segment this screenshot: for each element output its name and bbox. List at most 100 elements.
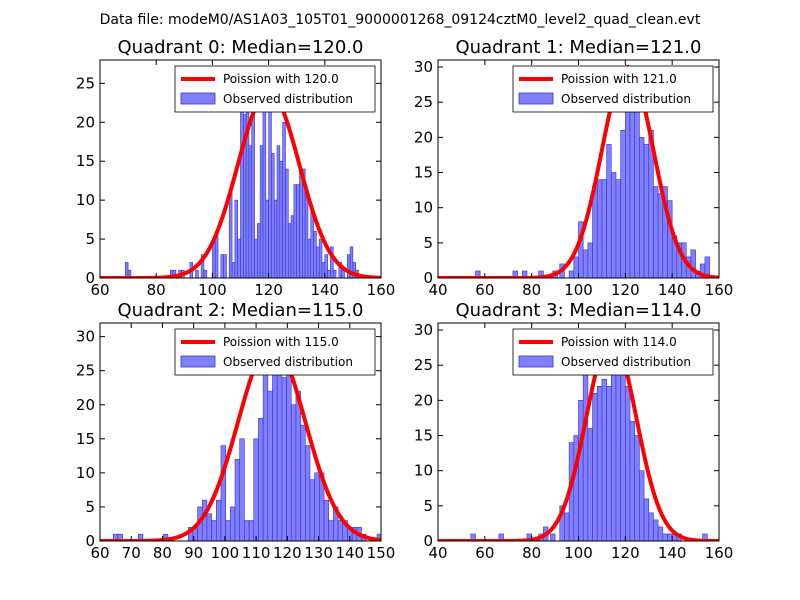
histogram-bar: [332, 269, 337, 278]
x-tick-label: 140: [658, 544, 687, 562]
histogram-bar: [629, 421, 636, 541]
histogram-bar: [230, 506, 236, 541]
y-tick-label: 30: [414, 321, 433, 339]
histogram-bar: [610, 172, 617, 278]
histogram-bar: [220, 254, 224, 278]
histogram-bar: [287, 223, 292, 278]
panel-title: Quadrant 2: Median=115.0: [118, 300, 364, 321]
legend-curve-label: Poission with 114.0: [561, 335, 677, 349]
histogram-bar: [314, 472, 320, 541]
y-tick-label: 25: [414, 356, 433, 374]
y-tick-label: 30: [76, 328, 95, 346]
y-tick-label: 20: [76, 113, 95, 131]
x-tick-label: 60: [475, 544, 494, 562]
histogram-bar: [648, 512, 654, 541]
panel-title: Quadrant 0: Median=120.0: [118, 37, 364, 58]
histogram-bar: [643, 144, 650, 278]
x-tick-label: 120: [254, 281, 283, 299]
y-tick-label: 0: [423, 532, 433, 550]
histogram-bar: [240, 98, 244, 278]
x-tick-label: 150: [367, 544, 396, 562]
histogram-bar: [625, 385, 631, 541]
histogram-bar: [309, 479, 315, 541]
histogram-bar: [253, 438, 259, 541]
histogram-bar: [251, 106, 255, 278]
histogram-bar: [203, 269, 208, 278]
legend-bar-label: Observed distribution: [561, 92, 691, 106]
y-tick-label: 25: [76, 74, 95, 92]
quadrant-2-panel: Quadrant 2: Median=115.060 70 80 90 100 110 12…: [76, 300, 395, 562]
histogram-bar: [634, 94, 640, 278]
histogram-bar: [220, 445, 226, 541]
histogram-bar: [279, 160, 283, 278]
histogram-bar: [211, 520, 217, 541]
legend: Poission with 121.0 Observed distribution: [512, 65, 714, 113]
x-tick-label: 100: [198, 281, 227, 299]
histogram-bar: [262, 106, 267, 278]
x-tick-label: 70: [122, 544, 141, 562]
histogram-bar: [225, 520, 231, 541]
x-tick-label: 80: [147, 281, 166, 299]
x-tick-label: 160: [705, 544, 734, 562]
histogram-bar: [639, 470, 645, 541]
x-tick-label: 140: [658, 281, 687, 299]
y-tick-label: 30: [414, 58, 433, 76]
histogram-bar: [258, 418, 264, 541]
y-tick-label: 20: [414, 128, 433, 146]
y-tick-label: 10: [414, 199, 433, 217]
legend-bar-label: Observed distribution: [223, 92, 353, 106]
x-tick-label: 120: [273, 544, 302, 562]
x-tick-label: 60: [90, 281, 109, 299]
legend-box: [512, 65, 714, 113]
legend: Poission with 114.0 Observed distribution: [512, 328, 714, 376]
panel-title: Quadrant 1: Median=121.0: [456, 37, 702, 58]
x-tick-label: 140: [335, 544, 364, 562]
histogram-bar: [206, 513, 212, 541]
histogram-bar: [328, 520, 334, 541]
histogram-bar: [653, 186, 659, 278]
histogram-bar: [195, 269, 199, 278]
histogram-bar: [564, 512, 570, 541]
poisson-curve-line: [438, 335, 719, 541]
histogram-bar: [578, 400, 584, 541]
y-tick-label: 5: [85, 498, 95, 516]
x-tick-label: 130: [304, 544, 333, 562]
histogram-bar: [568, 270, 575, 278]
x-tick-label: 120: [611, 281, 640, 299]
histogram-bar: [237, 238, 241, 278]
histogram-bar: [550, 533, 556, 541]
histogram-bar: [610, 350, 617, 541]
y-tick-label: 15: [76, 430, 95, 448]
histogram-bar: [201, 499, 208, 541]
histogram-bar: [273, 199, 278, 278]
y-tick-label: 10: [76, 464, 95, 482]
histogram-bar: [521, 270, 528, 278]
y-tick-label: 25: [414, 93, 433, 111]
poisson-curve-line: [438, 65, 719, 278]
histogram-bar: [200, 254, 205, 278]
x-tick-label: 100: [211, 544, 240, 562]
histogram-bar: [643, 498, 650, 541]
histogram-bar: [304, 445, 311, 541]
histogram-bar: [601, 179, 607, 278]
histogram-bar: [254, 238, 258, 278]
histogram-bar: [290, 404, 297, 541]
axes-frame: [99, 59, 382, 279]
histogram-bar: [615, 179, 621, 278]
y-tick-label: 0: [85, 532, 95, 550]
histogram-bar: [228, 192, 233, 278]
histogram-bar: [290, 215, 295, 278]
poisson-curve-group: [438, 335, 719, 541]
histogram-bar: [248, 145, 253, 278]
y-tick-label: 10: [76, 191, 95, 209]
y-tick-label: 20: [414, 391, 433, 409]
histogram-bar: [324, 254, 328, 278]
legend-bar-swatch: [180, 355, 216, 368]
axes-frame: [99, 322, 382, 542]
histogram-bar: [244, 520, 250, 541]
x-tick-label: 160: [705, 281, 734, 299]
histogram-bar: [271, 153, 275, 278]
histogram-bar: [216, 499, 222, 541]
y-tick-label: 15: [414, 164, 433, 182]
